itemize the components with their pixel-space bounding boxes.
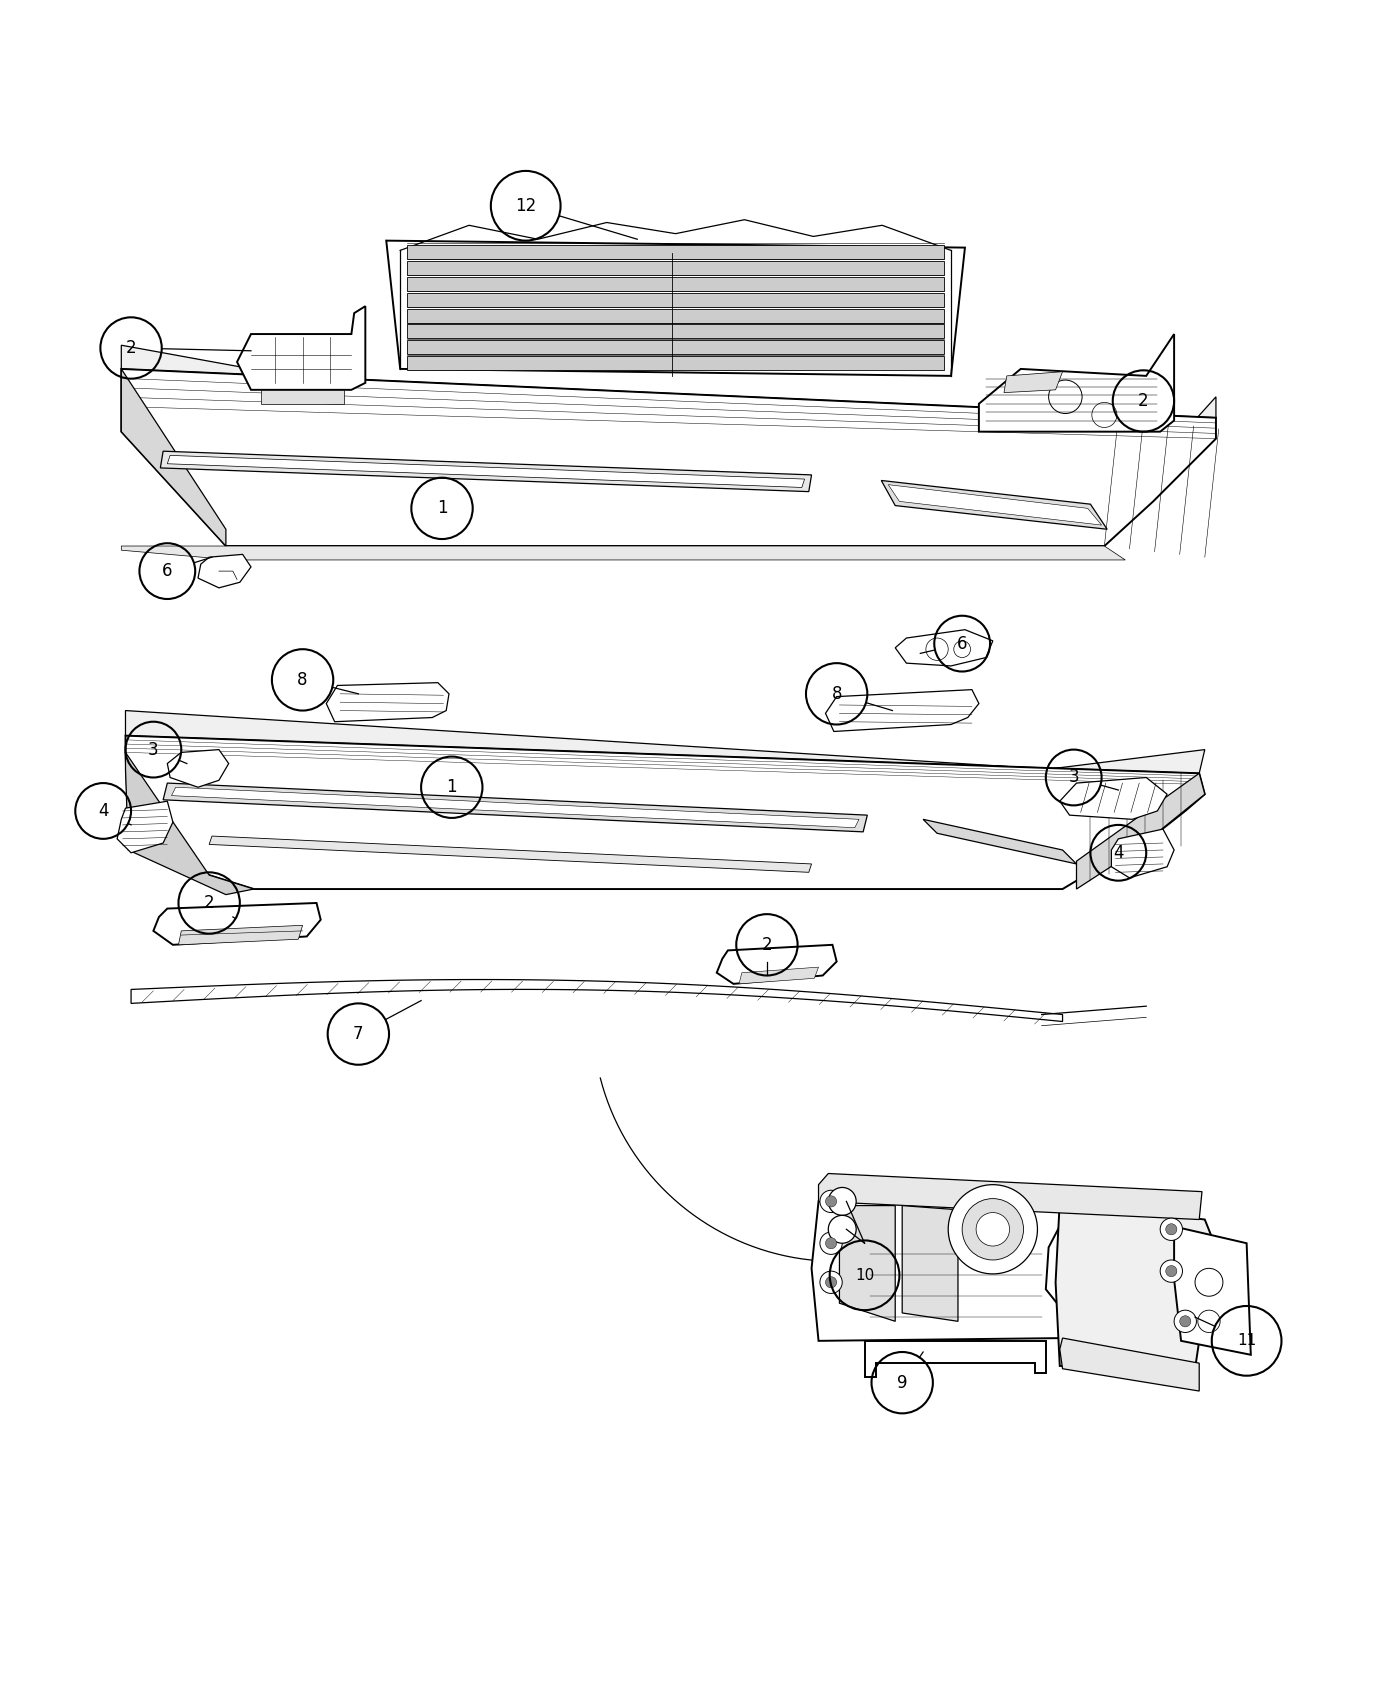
Polygon shape (407, 260, 944, 275)
Circle shape (1049, 381, 1082, 413)
Circle shape (1161, 1260, 1183, 1282)
Text: 4: 4 (1113, 843, 1124, 862)
Polygon shape (197, 554, 251, 588)
Polygon shape (923, 819, 1077, 864)
Circle shape (1175, 1311, 1197, 1333)
Circle shape (948, 1185, 1037, 1273)
Polygon shape (407, 325, 944, 338)
Circle shape (953, 641, 970, 658)
Circle shape (820, 1232, 843, 1255)
Polygon shape (826, 690, 979, 731)
Circle shape (1196, 1268, 1224, 1295)
Polygon shape (326, 683, 449, 722)
Text: 3: 3 (1068, 768, 1079, 787)
Text: 10: 10 (855, 1268, 874, 1284)
Polygon shape (1004, 372, 1063, 393)
Text: 2: 2 (762, 935, 773, 954)
Polygon shape (122, 369, 1217, 546)
Circle shape (826, 1238, 837, 1250)
Text: 6: 6 (958, 634, 967, 653)
Text: 3: 3 (148, 741, 158, 758)
Text: 8: 8 (832, 685, 841, 702)
Circle shape (1180, 1316, 1191, 1328)
Text: 8: 8 (297, 672, 308, 688)
Polygon shape (1112, 830, 1175, 877)
Polygon shape (717, 945, 837, 984)
Polygon shape (1077, 774, 1205, 889)
Polygon shape (122, 369, 225, 546)
Polygon shape (178, 925, 302, 945)
Text: 4: 4 (98, 802, 108, 819)
Polygon shape (979, 335, 1175, 432)
Polygon shape (895, 629, 993, 666)
Polygon shape (1060, 1338, 1200, 1391)
Polygon shape (122, 546, 1126, 559)
Polygon shape (865, 1341, 1046, 1377)
Text: 7: 7 (353, 1025, 364, 1044)
Polygon shape (209, 836, 812, 872)
Polygon shape (168, 750, 228, 787)
Text: 6: 6 (162, 563, 172, 580)
Circle shape (976, 1212, 1009, 1246)
Polygon shape (237, 306, 365, 389)
Polygon shape (739, 967, 819, 984)
Polygon shape (407, 357, 944, 371)
Polygon shape (164, 784, 868, 831)
Polygon shape (902, 1205, 958, 1321)
Polygon shape (1175, 1226, 1250, 1355)
Circle shape (829, 1188, 857, 1216)
Polygon shape (126, 736, 1205, 889)
Text: 11: 11 (1238, 1333, 1256, 1348)
Polygon shape (1060, 777, 1168, 819)
Polygon shape (407, 277, 944, 291)
Circle shape (1161, 1219, 1183, 1241)
Text: 1: 1 (447, 779, 458, 796)
Polygon shape (126, 753, 253, 894)
Polygon shape (172, 787, 860, 828)
Circle shape (1166, 1224, 1177, 1234)
Polygon shape (154, 903, 321, 945)
Polygon shape (118, 801, 172, 853)
Polygon shape (407, 245, 944, 258)
Circle shape (820, 1272, 843, 1294)
Text: 2: 2 (1138, 393, 1149, 410)
Polygon shape (1056, 1202, 1214, 1368)
Polygon shape (161, 450, 812, 491)
Polygon shape (407, 292, 944, 306)
Polygon shape (881, 481, 1107, 529)
Text: 1: 1 (437, 500, 448, 517)
Circle shape (820, 1190, 843, 1212)
Polygon shape (132, 979, 1063, 1022)
Polygon shape (888, 484, 1102, 525)
Circle shape (925, 638, 948, 660)
Polygon shape (407, 309, 944, 323)
Text: 12: 12 (515, 197, 536, 214)
Polygon shape (812, 1198, 1065, 1341)
Circle shape (1198, 1311, 1221, 1333)
Circle shape (1092, 403, 1117, 427)
Polygon shape (386, 241, 965, 376)
Circle shape (962, 1198, 1023, 1260)
Circle shape (826, 1277, 837, 1289)
Polygon shape (819, 1173, 1203, 1219)
Polygon shape (122, 345, 1217, 502)
Text: 2: 2 (204, 894, 214, 911)
Text: 2: 2 (126, 338, 136, 357)
Polygon shape (840, 1205, 895, 1321)
Text: 9: 9 (897, 1374, 907, 1392)
Circle shape (1166, 1265, 1177, 1277)
Circle shape (826, 1195, 837, 1207)
Polygon shape (126, 711, 1205, 774)
Polygon shape (407, 340, 944, 354)
Circle shape (829, 1216, 857, 1243)
Polygon shape (168, 456, 805, 488)
Polygon shape (260, 389, 344, 405)
